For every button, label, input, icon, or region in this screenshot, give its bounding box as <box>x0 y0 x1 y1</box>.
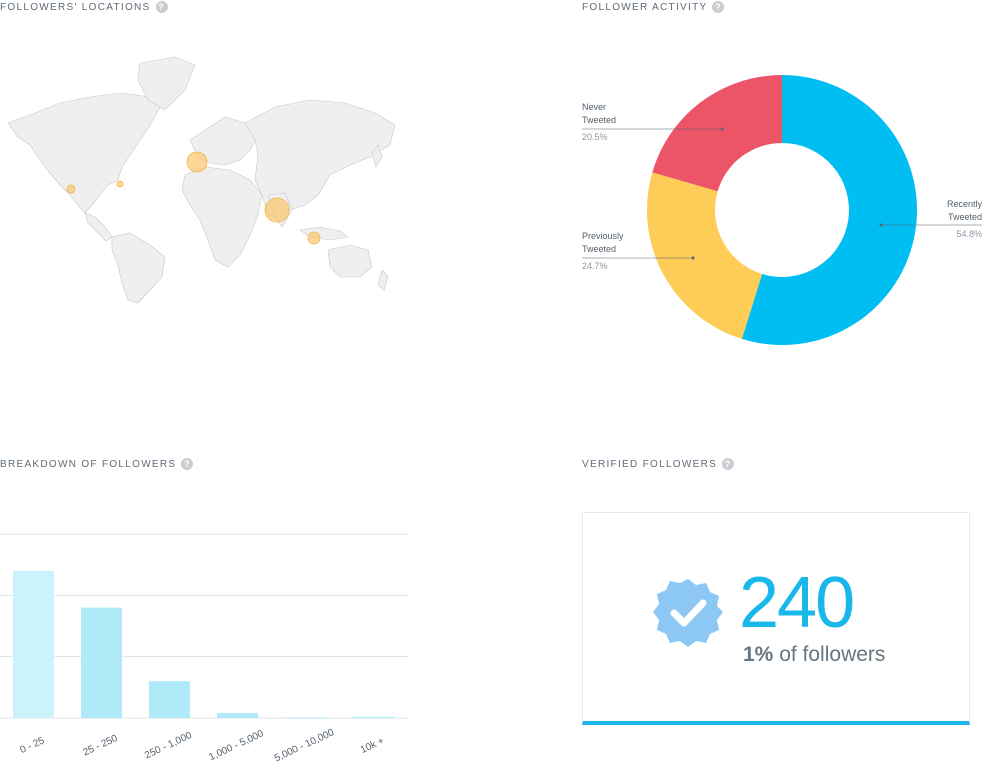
bar-0[interactable] <box>13 570 54 718</box>
bubble-us-west <box>66 184 76 194</box>
bar-4[interactable] <box>285 717 326 719</box>
tick-label: 1,000 - 5,000 <box>207 728 265 763</box>
verified-subtext: 1% of followers <box>743 643 885 667</box>
tick-label: 0 - 25 <box>19 735 47 756</box>
world-map <box>7 56 396 304</box>
bar-grid <box>0 533 408 719</box>
north-america-shape <box>7 92 161 214</box>
greenland-shape <box>137 56 196 111</box>
breakdown-bar-chart: 0 - 25 25 - 250 250 - 1,000 1,000 - 5,000 5,… <box>0 533 408 764</box>
previously-leader-dot <box>691 256 695 260</box>
breakdown-title-text: BREAKDOWN OF FOLLOWERS <box>0 458 177 470</box>
help-icon[interactable]: ? <box>712 1 725 13</box>
indonesia-shape <box>299 226 349 241</box>
south-america-shape <box>111 232 166 304</box>
previously-label-2: Tweeted <box>582 244 616 254</box>
tick-label: 250 - 1,000 <box>143 730 194 762</box>
bar-bars <box>13 570 394 719</box>
bubble-us-east <box>116 180 124 188</box>
recently-label-2: Tweeted <box>948 212 982 222</box>
previously-percent: 24.7% <box>582 261 608 271</box>
verified-badge-icon <box>653 579 723 647</box>
central-america-shape <box>84 212 113 242</box>
annotation-previously: Previously Tweeted 24.7% <box>582 231 695 271</box>
previously-label-1: Previously <box>582 231 624 241</box>
recently-label-1: Recently <box>947 199 983 209</box>
australia-shape <box>327 244 373 278</box>
help-icon[interactable]: ? <box>722 458 735 470</box>
breakdown-title: BREAKDOWN OF FOLLOWERS ? <box>0 458 194 470</box>
activity-donut-chart: Never Tweeted 20.5% Previously Tweeted 2… <box>582 75 983 345</box>
never-leader-dot <box>720 127 724 131</box>
bar-ticks: 0 - 25 25 - 250 250 - 1,000 1,000 - 5,000 5,… <box>19 727 387 764</box>
bar-5[interactable] <box>353 716 394 718</box>
tick-label: 25 - 250 <box>81 733 119 759</box>
verified-card: 240 1% of followers <box>582 512 970 725</box>
activity-title: FOLLOWER ACTIVITY ? <box>582 1 725 13</box>
donut-slices <box>647 75 917 345</box>
verified-percent: 1% <box>743 643 774 666</box>
annotation-never: Never Tweeted 20.5% <box>582 102 724 142</box>
bar-3[interactable] <box>217 713 258 718</box>
tick-label: 5,000 - 10,000 <box>273 727 337 764</box>
japan-shape <box>371 144 383 168</box>
bar-2[interactable] <box>149 681 190 718</box>
activity-title-text: FOLLOWER ACTIVITY <box>582 1 708 13</box>
map-land <box>7 56 396 304</box>
recently-percent: 54.8% <box>956 229 982 239</box>
never-percent: 20.5% <box>582 132 608 142</box>
never-label-2: Tweeted <box>582 115 616 125</box>
locations-title: FOLLOWERS' LOCATIONS ? <box>0 1 168 13</box>
help-icon[interactable]: ? <box>181 458 194 470</box>
bubble-south-asia <box>264 197 290 223</box>
verified-count: 240 <box>739 563 855 643</box>
donut-slice-previously-tweeted[interactable] <box>647 172 763 339</box>
recently-leader-dot <box>879 223 883 227</box>
bubble-europe <box>186 151 208 173</box>
bubble-southeast-asia <box>307 231 321 245</box>
verified-title: VERIFIED FOLLOWERS ? <box>582 458 735 470</box>
donut-slice-recently-tweeted[interactable] <box>741 75 917 345</box>
verified-title-text: VERIFIED FOLLOWERS <box>582 458 718 470</box>
annotation-recently: Recently Tweeted 54.8% <box>879 199 983 239</box>
asia-shape <box>244 99 396 221</box>
help-icon[interactable]: ? <box>155 1 168 13</box>
verified-suffix: of followers <box>773 643 886 666</box>
never-label-1: Never <box>582 102 606 112</box>
tick-label: 10k + <box>359 735 386 755</box>
bar-1[interactable] <box>81 607 122 718</box>
nz-shape <box>377 269 389 291</box>
locations-title-text: FOLLOWERS' LOCATIONS <box>0 1 151 13</box>
africa-shape <box>181 166 263 268</box>
map-bubbles <box>66 151 321 245</box>
donut-slice-never-tweeted[interactable] <box>652 75 782 192</box>
